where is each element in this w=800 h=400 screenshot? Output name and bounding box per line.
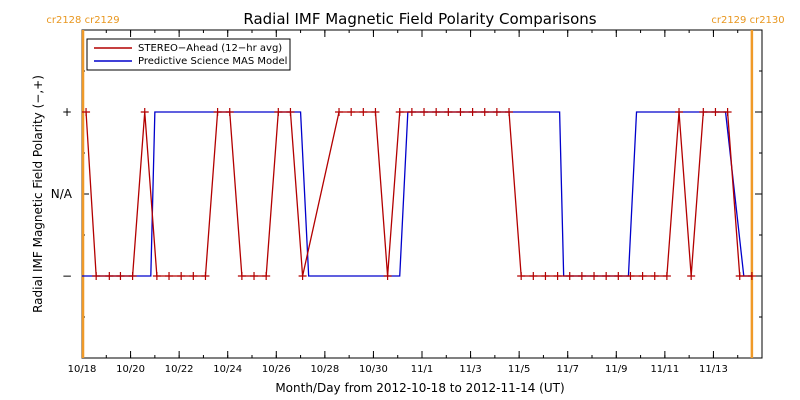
x-tick-label: 11/3 <box>459 364 481 375</box>
data-point-marker <box>590 272 599 280</box>
data-point-marker <box>492 108 501 116</box>
data-point-marker <box>711 108 720 116</box>
x-tick-label: 10/30 <box>359 364 388 375</box>
data-point-marker <box>152 272 161 280</box>
data-point-marker <box>468 108 477 116</box>
x-tick-label: 11/1 <box>411 364 433 375</box>
x-tick-label: 11/5 <box>508 364 530 375</box>
data-point-marker <box>335 108 344 116</box>
data-point-marker <box>128 272 137 280</box>
data-point-marker <box>201 272 210 280</box>
data-point-marker <box>456 108 465 116</box>
data-point-marker <box>723 108 732 116</box>
legend: STEREO−Ahead (12−hr avg) Predictive Scie… <box>86 38 291 71</box>
data-point-marker <box>565 272 574 280</box>
x-tick-label: 10/28 <box>310 364 339 375</box>
data-point-marker <box>747 272 756 280</box>
data-point-marker <box>359 108 368 116</box>
chart-title: Radial IMF Magnetic Field Polarity Compa… <box>243 10 596 28</box>
data-point-marker <box>189 272 198 280</box>
data-point-marker <box>225 108 234 116</box>
data-point-marker <box>298 272 307 280</box>
data-point-marker <box>602 272 611 280</box>
x-tick-label: 10/24 <box>213 364 242 375</box>
data-point-marker <box>432 108 441 116</box>
data-point-marker <box>105 272 114 280</box>
data-point-marker <box>407 108 416 116</box>
x-tick-label: 11/7 <box>556 364 578 375</box>
data-point-marker <box>116 272 125 280</box>
data-point-marker <box>140 108 149 116</box>
data-point-marker <box>395 108 404 116</box>
series-line <box>82 111 752 277</box>
series-line <box>85 111 752 277</box>
data-point-marker <box>638 272 647 280</box>
data-point-marker <box>92 272 101 280</box>
x-axis-ticks: 10/18 10/20 10/22 10/24 10/26 10/28 10/30 11/1 1… <box>68 30 763 375</box>
data-point-marker <box>662 272 671 280</box>
data-point-marker <box>614 272 623 280</box>
y-tick-label: − <box>62 269 72 283</box>
carrington-boundaries <box>81 30 754 358</box>
data-point-marker <box>735 272 744 280</box>
data-point-marker <box>517 272 526 280</box>
data-point-marker <box>347 108 356 116</box>
legend-box <box>86 38 291 71</box>
x-tick-label: 10/26 <box>262 364 291 375</box>
data-point-marker <box>371 108 380 116</box>
data-point-marker <box>250 272 259 280</box>
cr-label-left: cr2128 cr2129 <box>46 15 119 26</box>
data-point-marker <box>262 272 271 280</box>
plot-frame <box>81 29 763 359</box>
x-tick-label: 10/18 <box>68 364 97 375</box>
data-point-marker <box>82 108 91 116</box>
data-point-marker <box>480 108 489 116</box>
data-point-marker <box>650 272 659 280</box>
x-tick-label: 11/11 <box>650 364 679 375</box>
data-point-marker <box>213 108 222 116</box>
y-tick-label: N/A <box>51 187 73 201</box>
data-point-marker <box>529 272 538 280</box>
y-axis-ticks: + N/A − <box>51 29 762 359</box>
cr-label-right: cr2129 cr2130 <box>711 15 784 26</box>
x-tick-label: 11/13 <box>699 364 728 375</box>
data-point-marker <box>177 272 186 280</box>
data-point-marker <box>444 108 453 116</box>
data-point-marker <box>505 108 514 116</box>
data-point-marker <box>699 108 708 116</box>
legend-entry-stereo: STEREO−Ahead (12−hr avg) <box>138 43 282 54</box>
legend-entry-model: Predictive Science MAS Model <box>138 56 287 67</box>
data-point-marker <box>286 108 295 116</box>
data-point-marker <box>383 272 392 280</box>
x-axis-label: Month/Day from 2012-10-18 to 2012-11-14 … <box>275 381 564 395</box>
data-point-marker <box>687 272 696 280</box>
data-point-marker <box>553 272 562 280</box>
y-tick-label: + <box>62 105 72 119</box>
data-point-marker <box>675 108 684 116</box>
y-axis-label: Radial IMF Magnetic Field Polarity (−,+) <box>31 75 45 313</box>
data-point-marker <box>541 272 550 280</box>
x-tick-label: 10/22 <box>165 364 194 375</box>
data-point-marker <box>274 108 283 116</box>
data-point-marker <box>626 272 635 280</box>
data-point-marker <box>577 272 586 280</box>
x-tick-label: 10/20 <box>116 364 145 375</box>
data-point-marker <box>420 108 429 116</box>
series-group <box>82 108 756 280</box>
data-point-marker <box>237 272 246 280</box>
x-tick-label: 11/9 <box>605 364 627 375</box>
data-point-marker <box>165 272 174 280</box>
